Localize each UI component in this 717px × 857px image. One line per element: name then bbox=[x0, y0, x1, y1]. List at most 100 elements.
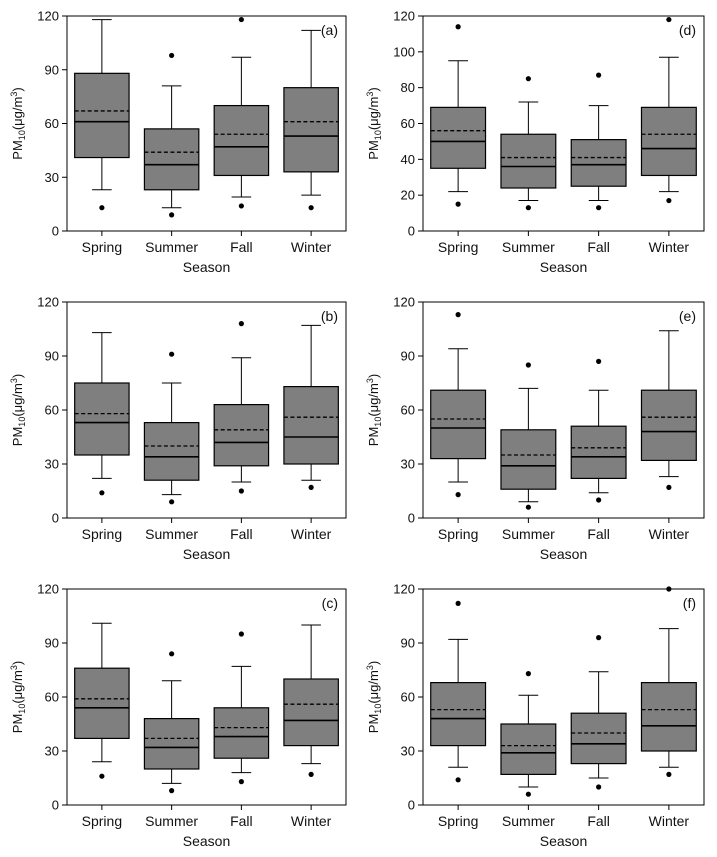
outlier-point bbox=[455, 24, 461, 30]
box-fall bbox=[570, 72, 627, 211]
iqr-box bbox=[570, 139, 627, 187]
panel-a: 0 30 60 90 120 Spring Summer Fall Winter (a) Seaso… bbox=[9, 9, 347, 275]
y-axis-title-main: PM bbox=[10, 140, 25, 160]
outlier-point bbox=[525, 205, 531, 211]
y-axis-title-unit: (μg/m bbox=[10, 383, 25, 417]
x-tick-label: Summer bbox=[145, 813, 198, 829]
y-axis-title-sub: 10 bbox=[373, 130, 383, 140]
y-tick-label: 100 bbox=[393, 44, 415, 59]
y-axis-title-unit: (μg/m bbox=[10, 97, 25, 131]
iqr-box bbox=[430, 681, 487, 747]
y-tick-label: 0 bbox=[52, 798, 59, 813]
y-tick-label: 120 bbox=[37, 582, 59, 597]
outlier-point bbox=[308, 205, 314, 211]
iqr-box bbox=[74, 382, 130, 456]
y-axis-title: PM10(μg/m3) bbox=[365, 374, 383, 446]
outlier-point bbox=[169, 651, 175, 657]
panel-label: (f) bbox=[683, 595, 696, 611]
x-tick-label: Fall bbox=[587, 526, 610, 542]
outlier-point bbox=[308, 771, 314, 778]
outlier-point bbox=[169, 52, 175, 59]
iqr-box bbox=[283, 678, 339, 747]
outlier-point bbox=[596, 358, 602, 364]
x-tick-label: Winter bbox=[649, 813, 690, 829]
x-axis-title: Season bbox=[183, 833, 230, 849]
y-axis-title: PM10(μg/m3) bbox=[9, 374, 27, 446]
x-tick-label: Winter bbox=[649, 526, 690, 542]
box-spring bbox=[74, 19, 130, 211]
y-axis-title-close: ) bbox=[366, 87, 381, 91]
x-tick-label: Spring bbox=[82, 813, 122, 829]
outlier-point bbox=[666, 197, 672, 204]
y-tick-label: 0 bbox=[408, 798, 415, 813]
box-winter bbox=[283, 624, 339, 778]
x-axis-title: Season bbox=[540, 833, 587, 849]
x-tick-label: Spring bbox=[438, 813, 478, 829]
iqr-box bbox=[640, 681, 697, 752]
panel-label: (c) bbox=[322, 595, 338, 611]
x-tick-label: Fall bbox=[230, 526, 253, 542]
iqr-box bbox=[640, 389, 697, 462]
y-tick-label: 30 bbox=[45, 744, 59, 759]
outlier-point bbox=[455, 312, 461, 318]
box-spring bbox=[430, 24, 487, 207]
outlier-point bbox=[238, 203, 244, 209]
y-axis-title-sup: 3 bbox=[365, 378, 375, 383]
outlier-point bbox=[525, 76, 531, 82]
iqr-box bbox=[283, 386, 339, 465]
outlier-point bbox=[238, 488, 244, 494]
x-tick-label: Winter bbox=[649, 239, 690, 255]
box-spring bbox=[74, 622, 130, 779]
outlier-point bbox=[99, 490, 105, 496]
y-tick-label: 90 bbox=[45, 636, 59, 651]
y-axis-title-main: PM bbox=[10, 714, 25, 734]
box-summer bbox=[143, 351, 200, 505]
box-summer bbox=[143, 651, 200, 794]
y-axis-title-sub: 10 bbox=[17, 704, 27, 714]
x-tick-label: Spring bbox=[82, 526, 122, 542]
outlier-point bbox=[99, 205, 105, 211]
box-winter bbox=[283, 324, 339, 490]
box-spring bbox=[430, 600, 487, 783]
box-fall bbox=[213, 631, 270, 785]
box-spring bbox=[74, 332, 130, 496]
outlier-point bbox=[169, 351, 175, 357]
y-axis-title-unit: (μg/m bbox=[366, 383, 381, 417]
iqr-box bbox=[213, 707, 270, 759]
panel-label: (a) bbox=[321, 22, 338, 38]
y-axis-title-main: PM bbox=[366, 714, 381, 734]
outlier-point bbox=[308, 484, 314, 490]
y-axis-title: PM10(μg/m3) bbox=[9, 87, 27, 159]
iqr-box bbox=[500, 429, 557, 490]
y-tick-label: 30 bbox=[45, 170, 59, 185]
iqr-box bbox=[143, 717, 200, 770]
x-tick-label: Summer bbox=[145, 526, 198, 542]
outlier-point bbox=[596, 784, 602, 790]
y-tick-label: 40 bbox=[401, 152, 415, 167]
y-axis-title-close: ) bbox=[10, 661, 25, 665]
y-tick-label: 0 bbox=[52, 224, 59, 239]
y-axis-title-main: PM bbox=[10, 427, 25, 447]
outlier-point bbox=[596, 635, 602, 641]
outlier-point bbox=[596, 497, 602, 503]
iqr-box bbox=[283, 87, 339, 173]
y-tick-label: 120 bbox=[393, 9, 415, 24]
outlier-point bbox=[525, 791, 531, 797]
box-summer bbox=[143, 52, 200, 218]
x-tick-label: Fall bbox=[587, 239, 610, 255]
y-axis-title-close: ) bbox=[366, 374, 381, 378]
y-tick-label: 60 bbox=[45, 690, 59, 705]
y-axis-title: PM10(μg/m3) bbox=[9, 661, 27, 733]
box-summer bbox=[500, 362, 557, 510]
x-tick-label: Spring bbox=[438, 239, 478, 255]
outlier-point bbox=[169, 788, 175, 794]
iqr-box bbox=[143, 128, 200, 191]
outlier-point bbox=[238, 631, 244, 637]
x-tick-label: Summer bbox=[502, 526, 555, 542]
y-tick-label: 80 bbox=[401, 80, 415, 95]
iqr-box bbox=[570, 425, 627, 480]
outlier-point bbox=[99, 773, 105, 779]
y-axis-title-unit: (μg/m bbox=[10, 670, 25, 704]
x-axis-title: Season bbox=[540, 259, 587, 275]
x-tick-label: Summer bbox=[502, 813, 555, 829]
